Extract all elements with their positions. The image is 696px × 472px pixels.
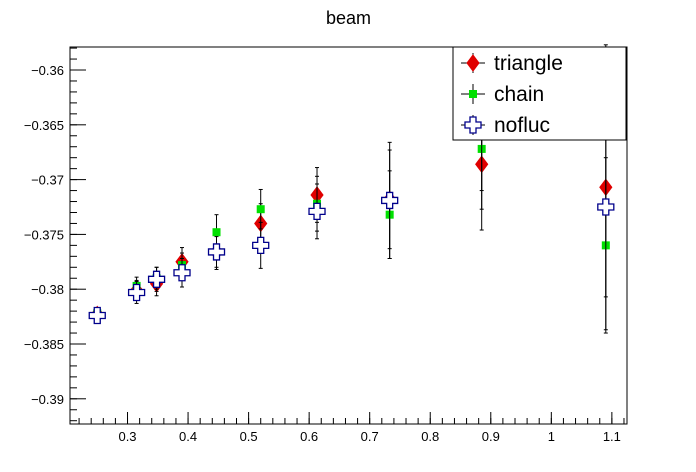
plot-border xyxy=(69,46,628,425)
x-tick-label: 0.4 xyxy=(179,429,197,444)
legend-marker-chain xyxy=(469,90,477,98)
data-point-nofluc xyxy=(252,236,270,255)
data-point-nofluc xyxy=(147,270,166,288)
legend-marker-triangle xyxy=(466,54,480,72)
legend-label: nofluc xyxy=(494,114,550,137)
x-tick-label: 0.9 xyxy=(482,429,500,444)
data-point-nofluc xyxy=(381,191,399,210)
x-tick-label: 0.8 xyxy=(421,429,439,444)
data-point-nofluc xyxy=(207,243,226,261)
x-tick-label: 1.1 xyxy=(603,429,621,444)
data-point-nofluc xyxy=(308,202,326,221)
legend-marker-nofluc xyxy=(464,116,482,134)
y-tick-label: −0.365 xyxy=(24,118,64,133)
data-point-nofluc xyxy=(173,264,191,282)
x-tick-label: 1 xyxy=(548,429,555,444)
x-tick-label: 0.6 xyxy=(300,429,318,444)
x-axis: 0.3 0.4 0.5 0.6 0.7 0.8 0.9 1 1.1 xyxy=(78,412,625,444)
y-tick-label: −0.39 xyxy=(31,392,64,407)
y-tick-label: −0.375 xyxy=(24,227,64,242)
data-point-chain xyxy=(256,205,265,214)
x-tick-label: 0.3 xyxy=(118,429,136,444)
data-point-chain xyxy=(212,228,221,237)
data-point-nofluc xyxy=(597,198,615,216)
y-axis: −0.36 −0.365 −0.37 −0.375 −0.38 −0.385 −0.39 xyxy=(24,47,86,422)
y-tick-label: −0.385 xyxy=(24,337,64,352)
y-tick-label: −0.36 xyxy=(31,63,64,78)
x-tick-label: 0.5 xyxy=(240,429,258,444)
legend: triangle chain nofluc xyxy=(452,46,627,141)
data-point-nofluc xyxy=(88,306,106,325)
legend-label: chain xyxy=(494,83,544,106)
y-tick-label: −0.38 xyxy=(31,282,64,297)
x-tick-label: 0.7 xyxy=(361,429,379,444)
data-markers xyxy=(88,44,615,334)
data-point-nofluc xyxy=(127,283,146,302)
y-tick-label: −0.37 xyxy=(31,173,64,188)
legend-label: triangle xyxy=(494,52,563,75)
chart-title: beam xyxy=(326,8,371,28)
plot-frame xyxy=(69,46,628,425)
series-nofluc xyxy=(88,69,615,325)
